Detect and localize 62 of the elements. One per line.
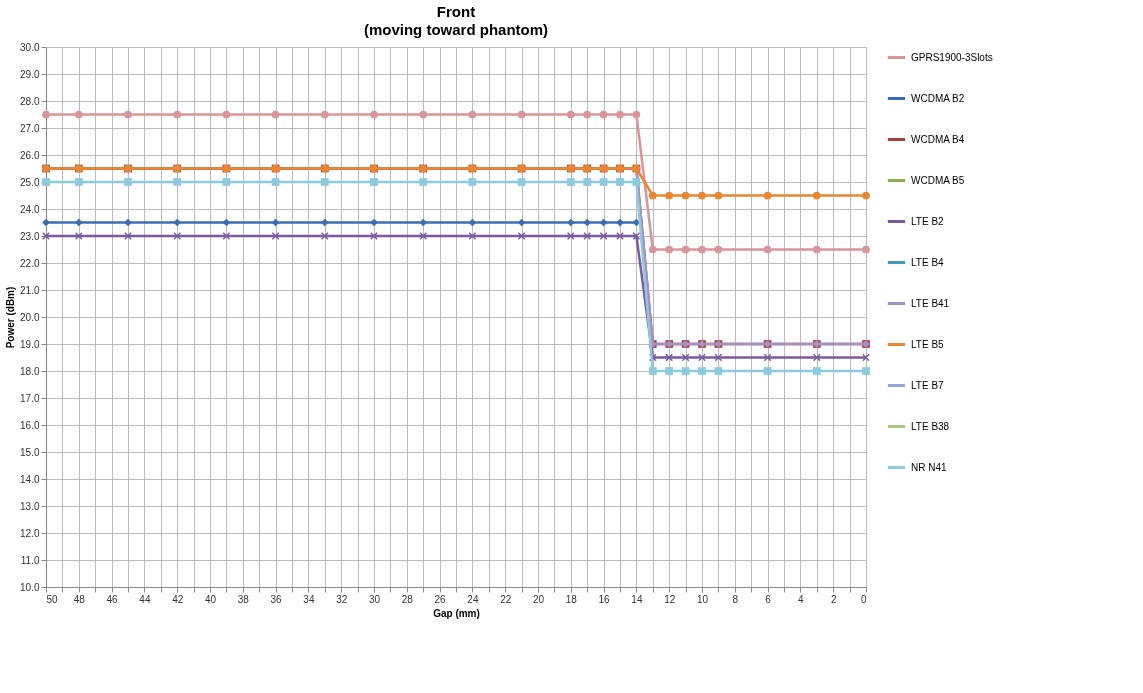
y-tick-label: 20.0 bbox=[20, 311, 40, 323]
legend-label: WCDMA B5 bbox=[911, 174, 965, 186]
y-tick-label: 21.0 bbox=[20, 284, 40, 296]
x-tick-label: 8 bbox=[732, 593, 739, 605]
x-tick-label: 4 bbox=[798, 593, 805, 605]
legend-label: LTE B38 bbox=[911, 420, 950, 432]
x-tick-label: 16 bbox=[598, 593, 611, 605]
legend-label: LTE B2 bbox=[911, 215, 945, 227]
legend-label: LTE B7 bbox=[911, 379, 945, 391]
x-tick-label: 24 bbox=[467, 593, 479, 605]
y-tick-label: 22.0 bbox=[20, 257, 40, 269]
legend-label: NR N41 bbox=[911, 461, 947, 473]
y-tick-label: 28.0 bbox=[20, 95, 40, 107]
y-tick-label: 17.0 bbox=[20, 392, 40, 404]
y-axis-title: Power (dBm) bbox=[5, 286, 17, 349]
x-tick-label: 34 bbox=[303, 593, 315, 605]
x-tick-label: 2 bbox=[830, 593, 837, 605]
x-tick-label: 10 bbox=[696, 593, 709, 605]
x-tick-label: 18 bbox=[565, 593, 578, 605]
x-tick-label: 6 bbox=[765, 593, 772, 605]
x-tick-label: 12 bbox=[664, 593, 676, 605]
y-tick-label: 30.0 bbox=[20, 41, 40, 53]
x-tick-label: 26 bbox=[434, 593, 447, 605]
y-tick-label: 24.0 bbox=[20, 203, 40, 215]
x-tick-label: 28 bbox=[401, 593, 414, 605]
y-tick-label: 25.0 bbox=[20, 176, 40, 188]
y-tick-label: 12.0 bbox=[20, 527, 40, 539]
y-tick-label: 19.0 bbox=[20, 338, 40, 350]
y-tick-label: 13.0 bbox=[20, 500, 40, 512]
x-tick-label: 48 bbox=[73, 593, 86, 605]
x-tick-label: 46 bbox=[106, 593, 119, 605]
y-tick-label: 16.0 bbox=[20, 419, 40, 431]
legend-label: WCDMA B4 bbox=[911, 133, 965, 145]
chart-subtitle: (moving toward phantom) bbox=[363, 21, 549, 38]
y-tick-label: 18.0 bbox=[20, 365, 40, 377]
x-tick-label: 40 bbox=[204, 593, 217, 605]
x-tick-label: 38 bbox=[237, 593, 250, 605]
x-tick-label: 50 bbox=[46, 593, 59, 605]
x-tick-label: 0 bbox=[860, 593, 867, 605]
legend-label: GPRS1900-3Slots bbox=[911, 51, 993, 63]
x-axis-title: Gap (mm) bbox=[433, 607, 480, 619]
x-tick-label: 36 bbox=[270, 593, 283, 605]
y-tick-label: 14.0 bbox=[20, 473, 40, 485]
x-tick-label: 30 bbox=[368, 593, 381, 605]
chart-title: Front bbox=[436, 3, 476, 20]
y-tick-label: 15.0 bbox=[20, 446, 40, 458]
x-tick-label: 44 bbox=[139, 593, 151, 605]
y-tick-label: 26.0 bbox=[20, 149, 40, 161]
x-tick-label: 20 bbox=[532, 593, 545, 605]
y-tick-label: 10.0 bbox=[20, 581, 40, 593]
legend-label: WCDMA B2 bbox=[911, 92, 965, 104]
y-tick-label: 27.0 bbox=[20, 122, 40, 134]
legend-label: LTE B41 bbox=[911, 297, 950, 309]
x-tick-label: 32 bbox=[336, 593, 348, 605]
y-tick-label: 29.0 bbox=[20, 68, 40, 80]
x-tick-label: 22 bbox=[500, 593, 512, 605]
y-tick-label: 23.0 bbox=[20, 230, 40, 242]
x-tick-label: 42 bbox=[172, 593, 184, 605]
legend-label: LTE B5 bbox=[911, 338, 945, 350]
legend-label: LTE B4 bbox=[911, 256, 945, 268]
y-tick-label: 11.0 bbox=[20, 554, 40, 566]
x-tick-label: 14 bbox=[631, 593, 643, 605]
